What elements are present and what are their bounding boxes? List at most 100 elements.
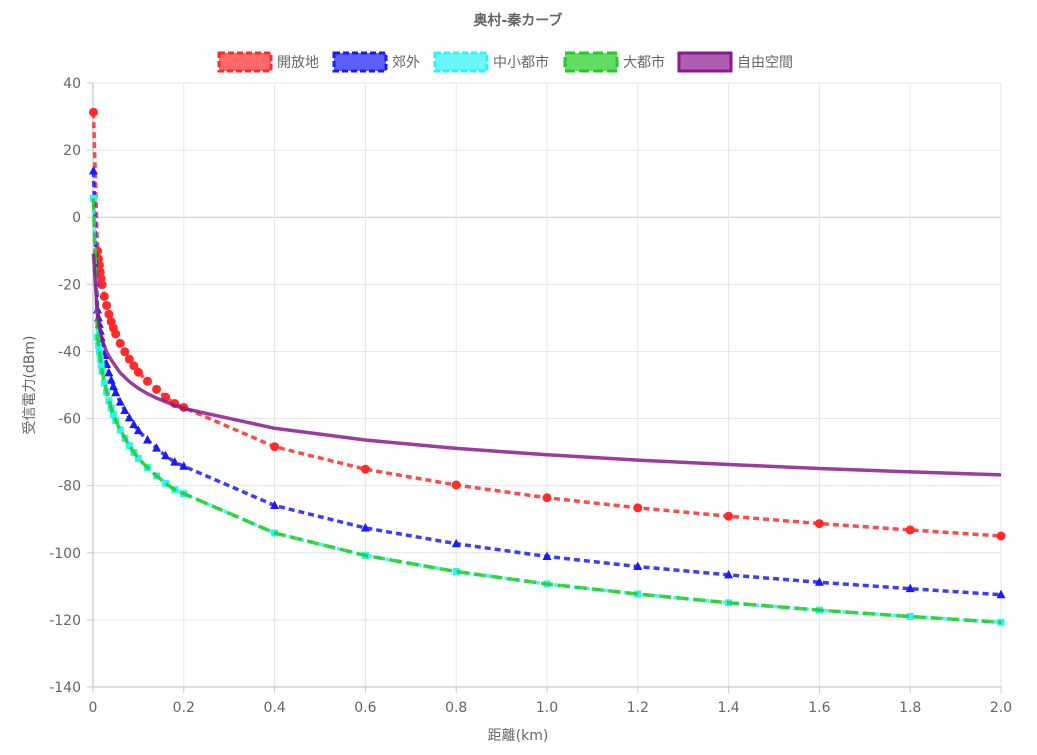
data-point[interactable] [105, 397, 113, 405]
data-point[interactable] [116, 426, 124, 434]
legend-swatch-suburban [332, 51, 388, 73]
legend-label-open-area: 開放地 [277, 55, 319, 71]
x-tick-label: 1.2 [627, 700, 649, 716]
data-point[interactable] [270, 442, 280, 452]
data-point[interactable] [120, 347, 130, 357]
data-point[interactable] [906, 613, 914, 621]
x-tick-label: 1.8 [899, 700, 921, 716]
data-point[interactable] [724, 511, 734, 521]
data-point[interactable] [88, 107, 98, 117]
legend-label-large-city: 大都市 [623, 54, 665, 71]
data-point[interactable] [129, 361, 139, 371]
x-axis-ticks: 0 0.2 0.4 0.6 0.8 1.0 1.2 1.4 1.6 1.8 2.0 [89, 687, 1012, 716]
data-point[interactable] [633, 561, 643, 571]
data-point[interactable] [162, 479, 170, 487]
legend-swatch-open-area [217, 51, 273, 73]
data-point[interactable] [634, 590, 642, 598]
data-point[interactable] [724, 569, 734, 579]
legend-item-free-space[interactable]: 自由空間 [677, 51, 793, 73]
legend-swatch-small-city [433, 51, 489, 73]
data-point[interactable] [97, 280, 107, 290]
x-tick-label: 0.4 [263, 700, 285, 716]
x-tick-label: 0.8 [445, 700, 467, 716]
y-tick-label: 40 [63, 76, 81, 92]
data-point[interactable] [133, 425, 143, 435]
data-point[interactable] [452, 568, 460, 576]
data-point[interactable] [142, 376, 152, 386]
data-point[interactable] [106, 375, 116, 384]
data-point[interactable] [633, 503, 643, 513]
data-point[interactable] [125, 442, 133, 450]
data-point[interactable] [451, 480, 461, 490]
x-tick-label: 0 [89, 700, 98, 716]
series-line-large-city [91, 198, 1002, 624]
grid [92, 82, 1002, 688]
legend: 開放地 郊外 中小都市 大都市 自由空間 [217, 51, 793, 73]
data-point[interactable] [152, 384, 162, 394]
data-point[interactable] [120, 405, 130, 415]
legend-item-large-city[interactable]: 大都市 [563, 51, 665, 73]
data-point[interactable] [270, 500, 280, 509]
data-point[interactable] [88, 165, 98, 175]
data-point[interactable] [115, 338, 125, 348]
x-tick-label: 1.6 [808, 700, 830, 716]
data-point[interactable] [142, 435, 152, 444]
x-tick-label: 1.4 [717, 700, 739, 716]
x-tick-label: 2.0 [990, 700, 1012, 716]
legend-label-free-space: 自由空間 [737, 55, 793, 71]
data-point[interactable] [99, 291, 109, 301]
data-point[interactable] [905, 583, 915, 593]
data-point[interactable] [996, 531, 1006, 541]
data-point[interactable] [360, 464, 370, 474]
data-point[interactable] [542, 551, 552, 560]
x-tick-label: 1.0 [536, 700, 558, 716]
data-point[interactable] [133, 367, 143, 377]
data-point[interactable] [542, 493, 552, 503]
y-tick-label: 20 [63, 143, 81, 159]
series-free-space [91, 253, 1002, 477]
data-point[interactable] [104, 309, 114, 319]
x-tick-label: 0.6 [354, 700, 376, 716]
series-layer [88, 107, 1006, 626]
data-point[interactable] [109, 411, 117, 419]
data-point[interactable] [111, 387, 121, 397]
y-tick-label: 0 [72, 210, 81, 226]
series-large-city [91, 198, 1002, 624]
y-axis-ticks: 40 20 0 -20 -40 -60 -80 -100 -120 -140 [49, 76, 93, 696]
data-point[interactable] [905, 525, 915, 535]
data-point[interactable] [179, 461, 189, 470]
data-point[interactable] [814, 577, 824, 586]
data-point[interactable] [451, 538, 461, 548]
legend-swatch-large-city [563, 51, 619, 73]
data-point[interactable] [124, 412, 134, 422]
legend-item-small-city[interactable]: 中小都市 [433, 51, 549, 73]
data-point[interactable] [104, 367, 114, 377]
legend-item-suburban[interactable]: 郊外 [332, 51, 420, 73]
data-point[interactable] [360, 522, 370, 532]
x-tick-label: 0.2 [173, 700, 195, 716]
data-point[interactable] [170, 457, 180, 466]
data-point[interactable] [996, 589, 1006, 599]
y-tick-label: -40 [58, 344, 81, 360]
data-point[interactable] [129, 419, 139, 429]
chart-title: 奥村-秦カーブ [474, 12, 563, 29]
series-line-free-space [91, 253, 1002, 477]
y-tick-label: -120 [49, 613, 81, 629]
data-point[interactable] [111, 329, 121, 339]
data-point[interactable] [161, 450, 171, 460]
legend-label-suburban: 郊外 [392, 54, 420, 71]
legend-item-open-area[interactable]: 開放地 [217, 51, 319, 73]
data-point[interactable] [134, 454, 142, 462]
data-point[interactable] [115, 397, 125, 406]
data-point[interactable] [814, 519, 824, 529]
y-axis-title: 受信電力(dBm) [22, 335, 38, 434]
y-tick-label: -140 [49, 680, 81, 696]
data-point[interactable] [100, 379, 108, 387]
data-point[interactable] [124, 354, 134, 364]
data-point[interactable] [97, 361, 105, 369]
y-tick-label: -20 [58, 277, 81, 293]
data-point[interactable] [152, 443, 162, 452]
data-point[interactable] [102, 300, 112, 310]
y-tick-label: -80 [58, 479, 81, 495]
